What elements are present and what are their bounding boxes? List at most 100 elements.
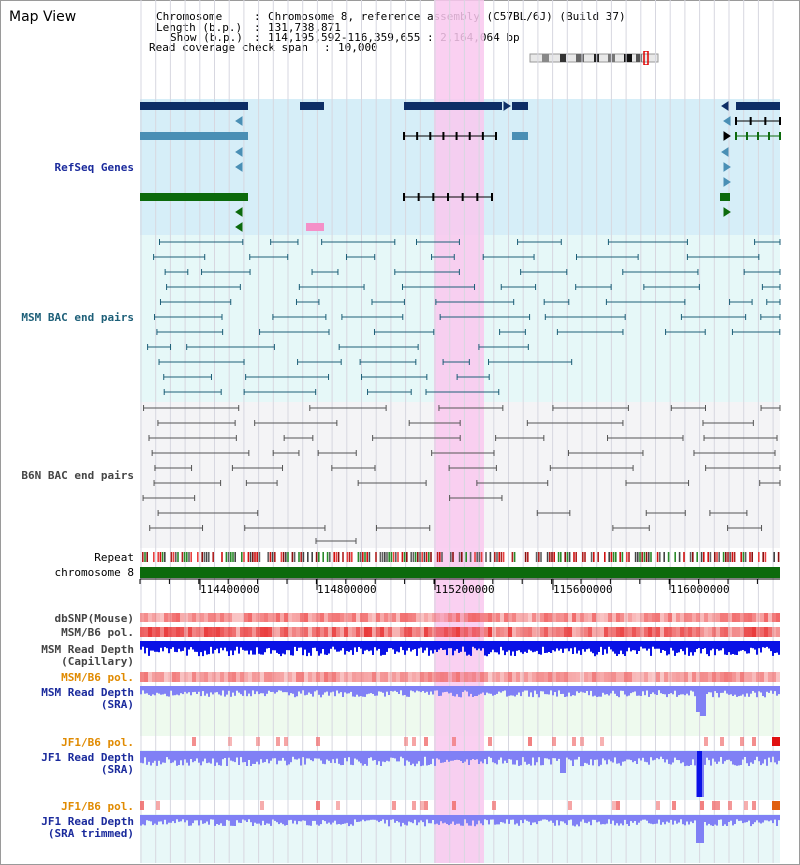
- track-label-msm-b6-pol-2[interactable]: MSM/B6 pol.: [61, 671, 134, 684]
- msm-sra-depth-bar: [666, 686, 668, 698]
- dbsnp-cell: [572, 613, 576, 622]
- repeat-mark: [709, 552, 712, 562]
- msm-cap-depth-bar: [712, 641, 714, 649]
- msm-sra-depth-bar: [178, 686, 180, 696]
- repeat-mark: [538, 552, 540, 562]
- dbsnp-cell: [636, 613, 640, 622]
- track-label-msm-depth-sra[interactable]: MSM Read Depth: [41, 686, 134, 699]
- jf1-trim-depth-bar: [476, 815, 478, 825]
- msm-cap-depth-bar: [434, 641, 436, 650]
- track-label-msm-depth-cap[interactable]: MSM Read Depth: [41, 643, 134, 656]
- jf1-sra-depth-bar: [286, 751, 288, 766]
- jf1-trim-depth-bar: [732, 815, 734, 826]
- jf1-sra-depth-bar: [506, 751, 508, 763]
- repeat-mark: [201, 552, 203, 562]
- track-label-jf1-depth-sra[interactable]: JF1 Read Depth: [41, 751, 134, 764]
- msm-sra-depth-bar: [158, 686, 160, 694]
- jf1-sra-depth-bar: [648, 751, 650, 765]
- msm-sra-depth-bar: [166, 686, 168, 697]
- jf1-trim-depth-bar: [462, 815, 464, 826]
- jf1-sra-depth-bar: [498, 751, 500, 760]
- track-label-msm-bac[interactable]: MSM BAC end pairs: [21, 311, 134, 324]
- msm-cap-depth-bar: [580, 641, 582, 655]
- jf1-sra-depth-bar: [662, 751, 664, 759]
- msm-pol-cell: [216, 627, 220, 637]
- msm-sra-depth-bar: [682, 686, 684, 695]
- jf1-trim-depth-bar: [214, 815, 216, 826]
- jf1-sra-depth-bar: [598, 751, 600, 767]
- track-label-msm-b6-pol[interactable]: MSM/B6 pol.: [61, 626, 134, 639]
- jf1-sra-depth-bar: [218, 751, 220, 766]
- jf1-trim-depth-bar: [208, 815, 210, 825]
- msm-cap-depth-bar: [304, 641, 306, 650]
- msm-pol2-cell: [436, 672, 440, 682]
- msm-pol2-cell: [668, 672, 672, 682]
- msm-sra-depth-bar: [430, 686, 432, 692]
- msm-sra-depth-bar: [636, 686, 638, 696]
- jf1-sra-depth-bar: [740, 751, 742, 765]
- track-label-chromosome[interactable]: chromosome 8: [54, 566, 134, 579]
- msm-sra-depth-bar: [274, 686, 276, 694]
- track-label-jf1-depth-trim[interactable]: JF1 Read Depth: [41, 815, 134, 828]
- msm-sra-depth-bar: [648, 686, 650, 697]
- repeat-mark: [258, 552, 261, 562]
- jf1-sra-depth-bar: [432, 751, 434, 759]
- msm-sra-depth-bar: [546, 686, 548, 695]
- selected-region-highlight[interactable]: [434, 0, 484, 863]
- msm-cap-depth-bar: [250, 641, 252, 651]
- dbsnp-cell: [152, 613, 156, 622]
- track-label-refseq[interactable]: RefSeq Genes: [54, 161, 134, 174]
- msm-sra-depth-bar: [194, 686, 196, 692]
- msm-pol2-cell: [396, 672, 400, 682]
- repeat-mark: [540, 552, 542, 562]
- msm-sra-depth-bar: [190, 686, 192, 696]
- msm-sra-depth-bar: [582, 686, 584, 693]
- msm-pol-cell: [612, 627, 616, 637]
- msm-sra-depth-bar: [446, 686, 448, 692]
- msm-sra-depth-bar: [354, 686, 356, 697]
- dbsnp-cell: [540, 613, 544, 622]
- repeat-mark: [287, 552, 289, 562]
- repeat-mark: [161, 552, 164, 562]
- msm-pol2-cell: [204, 672, 208, 682]
- msm-pol-cell: [476, 627, 480, 637]
- msm-cap-depth-bar: [466, 641, 468, 656]
- repeat-mark: [271, 552, 274, 562]
- msm-sra-depth-bar: [306, 686, 308, 695]
- jf1-sra-depth-bar: [374, 751, 376, 760]
- msm-pol2-cell: [376, 672, 380, 682]
- repeat-mark: [203, 552, 206, 562]
- jf1-trim-depth-bar: [636, 815, 638, 825]
- jf1-trim-depth-bar: [728, 815, 730, 822]
- track-label-dbsnp[interactable]: dbSNP(Mouse): [54, 612, 134, 625]
- msm-sra-depth-bar: [710, 686, 712, 693]
- msm-pol-cell: [316, 627, 320, 637]
- msm-pol-cell: [632, 627, 636, 637]
- msm-sra-depth-bar: [402, 686, 404, 696]
- jf1-trim-depth-bar: [210, 815, 212, 820]
- msm-sra-depth-bar: [348, 686, 350, 694]
- msm-sra-depth-bar: [212, 686, 214, 695]
- track-label-b6n-bac[interactable]: B6N BAC end pairs: [21, 469, 134, 482]
- msm-pol2-cell: [332, 672, 336, 682]
- jf1-pol-cell: [740, 737, 744, 746]
- jf1-sra-depth-bar: [416, 751, 418, 764]
- repeat-mark: [298, 552, 300, 562]
- msm-sra-depth-bar: [544, 686, 546, 695]
- jf1-sra-depth-bar: [756, 751, 758, 757]
- msm-sra-depth-bar: [422, 686, 424, 691]
- track-label-jf1-b6-pol-2[interactable]: JF1/B6 pol.: [61, 800, 134, 813]
- msm-sra-depth-bar: [322, 686, 324, 695]
- dbsnp-cell: [692, 613, 696, 622]
- msm-pol-cell: [440, 627, 444, 637]
- jf1-trim-depth-bar: [572, 815, 574, 826]
- msm-sra-depth-bar: [526, 686, 528, 691]
- jf1-trim-depth-bar: [454, 815, 456, 825]
- track-label-jf1-b6-pol[interactable]: JF1/B6 pol.: [61, 736, 134, 749]
- track-label-repeat[interactable]: Repeat: [94, 551, 134, 564]
- msm-sra-depth-bar: [628, 686, 630, 696]
- dbsnp-cell: [672, 613, 676, 622]
- jf1-trim-depth-bar: [262, 815, 264, 821]
- dbsnp-cell: [724, 613, 728, 622]
